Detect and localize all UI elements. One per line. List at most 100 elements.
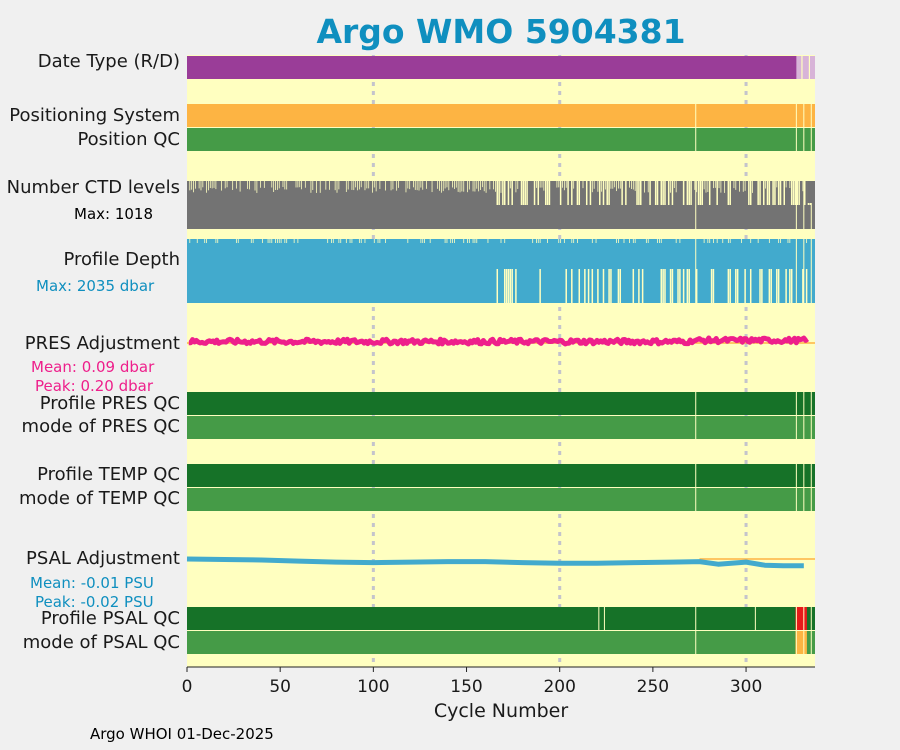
- ctd-tick: [457, 181, 459, 192]
- ctd-tick: [634, 181, 636, 191]
- profile-psal-qc-bar: [187, 607, 815, 630]
- depth-tick: [532, 239, 534, 243]
- ctd-tick: [437, 181, 439, 189]
- depth-gap: [597, 269, 599, 303]
- depth-gap: [584, 269, 586, 303]
- ctd-gap: [749, 181, 752, 205]
- depth-gap: [591, 269, 594, 303]
- ctd-tick: [455, 181, 457, 188]
- depth-tick: [729, 239, 731, 243]
- depth-gap: [565, 269, 567, 303]
- ctd-tick: [713, 181, 714, 189]
- temp-qc-gap: [810, 464, 812, 511]
- profile-pres-qc-bar: [187, 392, 815, 415]
- depth-gap: [587, 269, 590, 303]
- depth-tick: [269, 239, 271, 243]
- ctd-tick: [536, 181, 537, 188]
- depth-gap: [790, 269, 793, 303]
- depth-tick: [658, 239, 660, 243]
- ctd-gap: [777, 181, 780, 205]
- depth-tick: [713, 239, 714, 243]
- ctd-end-segment: [807, 181, 815, 203]
- ctd-gap: [608, 181, 610, 205]
- ctd-tick: [480, 181, 481, 190]
- psal-qc-gap: [603, 607, 605, 630]
- positioning-gap: [795, 104, 797, 127]
- ctd-gap: [804, 181, 806, 205]
- psal-qc-bad-flag: [799, 607, 802, 630]
- ctd-tick: [618, 181, 619, 189]
- depth-tick: [327, 239, 329, 243]
- depth-gap: [686, 269, 689, 303]
- label-date-type: Date Type (R/D): [37, 51, 180, 72]
- ctd-gap: [795, 181, 797, 229]
- ctd-tick: [489, 181, 491, 190]
- depth-tick: [293, 239, 295, 243]
- ctd-tick: [597, 181, 599, 192]
- ctd-tick: [481, 181, 483, 188]
- depth-tick: [537, 239, 539, 243]
- depth-gap: [671, 269, 674, 303]
- depth-tick: [278, 239, 280, 243]
- ctd-tick: [463, 181, 465, 192]
- ctd-gap: [716, 181, 718, 205]
- ctd-tick: [211, 181, 213, 189]
- ctd-gap: [656, 181, 659, 205]
- depth-tick: [276, 239, 278, 243]
- depth-tick: [422, 239, 424, 243]
- ctd-tick: [299, 181, 301, 188]
- depth-tick: [757, 239, 759, 243]
- depth-gap: [688, 269, 690, 303]
- depth-gap: [749, 269, 752, 303]
- ctd-gap: [548, 181, 551, 205]
- depth-tick: [645, 239, 647, 243]
- ctd-tick: [329, 181, 330, 190]
- ctd-gap: [727, 181, 730, 205]
- pres-qc-gap: [795, 392, 797, 439]
- ctd-tick: [278, 181, 280, 189]
- ctd-tick: [263, 181, 265, 188]
- ctd-gap: [578, 181, 581, 205]
- ctd-tick: [373, 181, 375, 188]
- depth-tick: [768, 239, 770, 243]
- ctd-gap: [671, 181, 674, 205]
- ctd-gap: [766, 181, 769, 205]
- depth-tick: [750, 239, 752, 243]
- ctd-gap: [546, 181, 549, 205]
- depth-tick: [573, 239, 575, 243]
- depth-tick: [563, 239, 565, 243]
- ctd-tick: [271, 181, 273, 188]
- pres-qc-gap: [803, 392, 805, 439]
- ctd-tick: [200, 181, 202, 191]
- positioning-gap: [803, 104, 805, 127]
- ctd-tick: [301, 181, 303, 190]
- ctd-tick: [517, 181, 519, 189]
- depth-tick: [727, 239, 729, 243]
- x-tick-label: 200: [543, 677, 575, 697]
- ctd-gap: [537, 181, 540, 205]
- ctd-tick: [310, 181, 312, 193]
- ctd-tick: [474, 181, 476, 192]
- ctd-tick: [357, 181, 358, 191]
- ctd-tick: [558, 181, 560, 188]
- ctd-tick: [629, 181, 630, 188]
- ctd-tick: [444, 181, 446, 189]
- depth-gap: [660, 269, 663, 303]
- ctd-gap: [599, 181, 601, 205]
- ctd-gap: [699, 181, 702, 205]
- ctd-tick: [385, 181, 386, 191]
- ctd-tick: [644, 181, 645, 193]
- ctd-tick: [632, 181, 634, 190]
- ctd-tick: [802, 181, 804, 192]
- ctd-gap: [602, 181, 605, 205]
- depth-tick: [267, 239, 269, 243]
- depth-tick: [657, 239, 658, 243]
- pres-peak-text: Peak: 0.20 dbar: [35, 377, 154, 395]
- depth-gap: [695, 269, 698, 303]
- ctd-tick: [593, 181, 595, 189]
- ctd-tick: [619, 181, 621, 189]
- ctd-tick: [360, 181, 362, 188]
- ctd-tick: [744, 181, 746, 191]
- ctd-gap: [576, 181, 579, 205]
- ctd-gap: [502, 181, 504, 205]
